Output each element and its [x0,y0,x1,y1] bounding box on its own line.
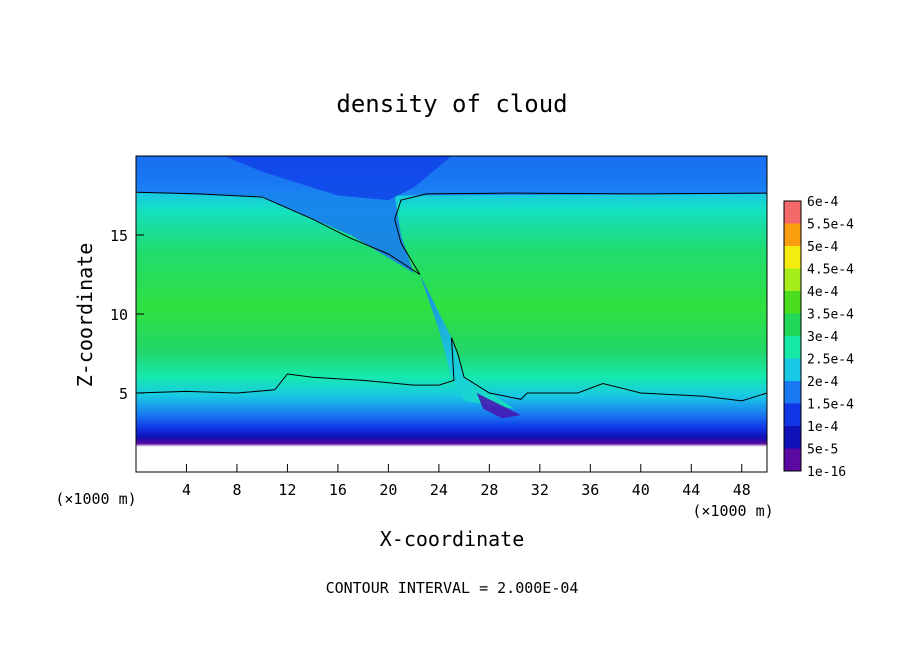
rotor-region [476,393,521,419]
colorbar-swatch [784,358,801,381]
colorbar-swatch [784,336,801,359]
colorbar-label: 1.5e-4 [807,398,854,413]
colorbar-frame [783,200,802,472]
colorbar-label: 3.5e-4 [807,308,854,323]
contour-interval-footer: CONTOUR INTERVAL = 2.000E-04 [326,579,579,597]
colorbar-swatch [784,223,801,246]
x-tick-label: 36 [581,481,599,499]
upper-low-density-region [136,156,767,273]
colorbar-label: 6e-4 [807,195,838,210]
x-axis-label: X-coordinate [380,527,525,551]
colorbar-swatch [784,246,801,269]
y-tick-label: 5 [119,385,128,403]
x-tick-label: 32 [531,481,549,499]
x-tick-label: 48 [733,481,751,499]
x-unit-left: (×1000 m) [55,490,136,508]
y-axis: 5 10 15 [110,227,144,403]
colorbar-swatch [784,291,801,314]
upper-dark-blue-region [224,156,452,201]
y-tick-label: 10 [110,306,128,324]
x-tick-label: 44 [682,481,700,499]
x-tick-label: 12 [278,481,296,499]
colorbar-label: 2.5e-4 [807,353,854,368]
density-field [136,156,767,472]
colorbar-swatch [784,201,801,224]
x-tick-label: 40 [632,481,650,499]
colorbar-label: 3e-4 [807,330,838,345]
x-tick-label: 16 [329,481,347,499]
colorbar-swatch [784,381,801,404]
colorbar-swatch [784,448,801,471]
colorbar-label: 5e-4 [807,240,838,255]
colorbar-label: 5e-5 [807,443,838,458]
colorbar-swatch [784,313,801,336]
descending-tongue-region [419,274,515,409]
x-tick-label: 8 [232,481,241,499]
colorbar-swatch [784,426,801,449]
colorbar-swatch [784,403,801,426]
x-unit-right: (×1000 m) [692,502,773,520]
colorbar-label: 1e-4 [807,420,838,435]
y-axis-label: Z-coordinate [73,243,97,388]
colorbar-swatch [784,268,801,291]
chart-title: density of cloud [336,90,567,118]
plot-area [136,156,767,472]
x-tick-label: 24 [430,481,448,499]
colorbar-label: 2e-4 [807,375,838,390]
x-axis: 4 8 12 16 20 24 28 32 36 40 44 48 [182,464,751,499]
x-tick-label: 4 [182,481,191,499]
x-tick-label: 20 [379,481,397,499]
colorbar-label: 5.5e-4 [807,218,854,233]
colorbar-label: 4e-4 [807,285,838,300]
colorbar-label: 1e-16 [807,465,846,480]
y-tick-label: 15 [110,227,128,245]
contour-line-lower [136,337,767,402]
colorbar: 1e-16 5e-5 1e-4 1.5e-4 2e-4 2.5e-4 3e-4 3.5e-4 4… [783,195,854,480]
contour-line-upper [136,191,767,275]
x-tick-label: 28 [480,481,498,499]
colorbar-label: 4.5e-4 [807,263,854,278]
